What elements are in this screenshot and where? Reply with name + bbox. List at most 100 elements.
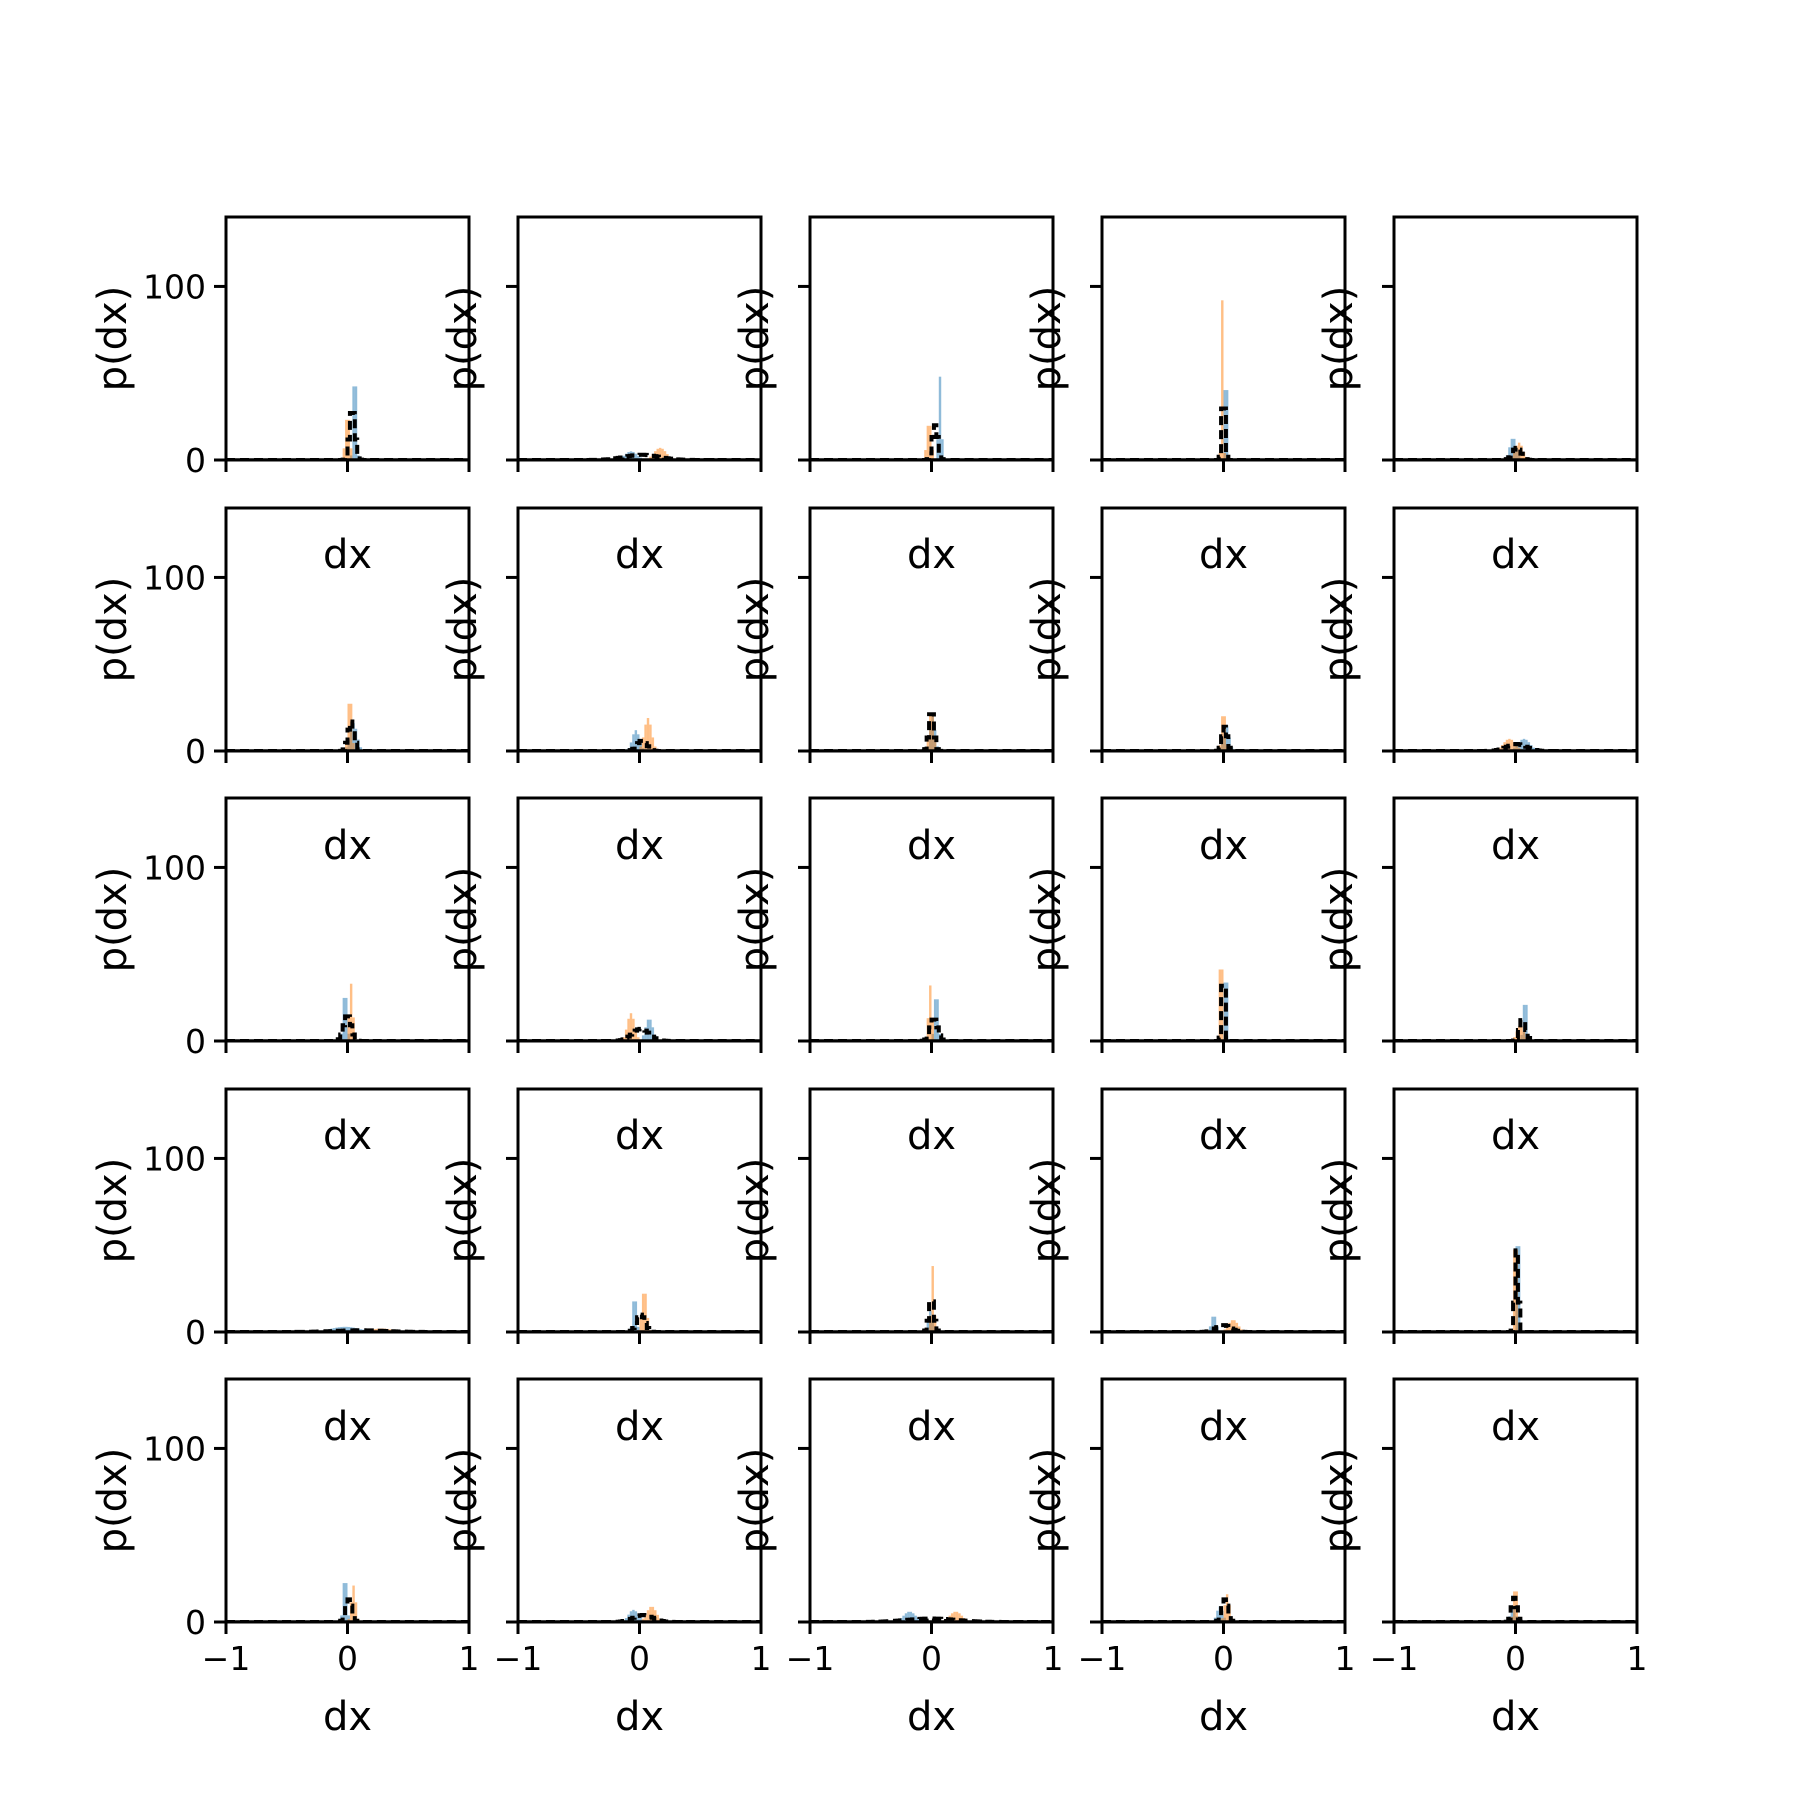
orange-histogram-bar-2 — [929, 985, 932, 1041]
panel-2-3: dx p(dx) — [732, 506, 1055, 869]
black-dashed-histogram — [518, 1613, 761, 1622]
plot-area — [810, 985, 1053, 1041]
x-axis-label: dx — [1199, 532, 1248, 578]
orange-histogram-bar-3 — [644, 1293, 647, 1332]
orange-histogram-bar-3 — [931, 1018, 934, 1041]
panel-1-3: dx p(dx) — [732, 215, 1055, 578]
blue-histogram-bar-1 — [624, 1618, 628, 1622]
orange-histogram-bar-3 — [1228, 1605, 1231, 1622]
orange-histogram-bar-4 — [1230, 1320, 1234, 1332]
black-dashed-histogram — [1394, 742, 1637, 751]
plot-area — [226, 1583, 469, 1622]
black-dashed-histogram — [1102, 724, 1345, 751]
x-axis-label: dx — [1199, 1113, 1248, 1159]
panel-2-2: dx p(dx) — [440, 506, 763, 869]
black-dashed-histogram — [518, 738, 761, 751]
y-tick-label: 0 — [185, 1603, 206, 1642]
orange-histogram-bar-6 — [634, 1029, 638, 1041]
orange-histogram-bar-5 — [658, 447, 662, 460]
x-axis-label: dx — [323, 1694, 372, 1740]
y-axis-label: p(dx) — [440, 286, 486, 392]
x-axis-label: dx — [323, 1113, 372, 1159]
y-axis-label: p(dx) — [732, 1158, 778, 1264]
orange-histogram-bar-1 — [639, 1317, 642, 1332]
y-axis-label: p(dx) — [1024, 1158, 1070, 1264]
black-dashed-histogram — [1102, 406, 1345, 460]
blue-histogram-bar-8 — [914, 1615, 917, 1622]
blue-histogram-bar-2 — [1508, 447, 1511, 460]
orange-histogram-bar-2 — [644, 1614, 647, 1622]
x-axis-label: dx — [323, 1404, 372, 1450]
orange-histogram-bar-3 — [644, 724, 647, 751]
x-axis-label: dx — [1199, 1404, 1248, 1450]
plot-area — [1394, 438, 1637, 460]
y-axis-label: p(dx) — [90, 577, 136, 683]
plot-area — [810, 376, 1053, 460]
blue-histogram-bar-0 — [1223, 390, 1226, 460]
panel-3-3: dx p(dx) — [732, 796, 1055, 1159]
x-tick-label: 0 — [337, 1639, 358, 1678]
y-tick-label: 100 — [143, 848, 206, 887]
blue-histogram-bar-1 — [1208, 1326, 1212, 1332]
orange-histogram-bar-1 — [347, 1017, 350, 1041]
x-tick-label: 0 — [921, 1639, 942, 1678]
x-axis-label: dx — [323, 532, 372, 578]
x-tick-label: −1 — [494, 1639, 543, 1678]
panel-1-5: dx p(dx) — [1316, 215, 1639, 578]
x-tick-label: 1 — [751, 1639, 772, 1678]
orange-histogram-bar-4 — [629, 1013, 633, 1041]
y-axis-label: p(dx) — [440, 1448, 486, 1554]
x-axis-label: dx — [907, 1404, 956, 1450]
y-axis-label: p(dx) — [1316, 1448, 1362, 1554]
x-axis-label: dx — [615, 823, 664, 869]
blue-histogram-bar-1 — [1225, 390, 1229, 460]
orange-histogram-bar-3 — [646, 1610, 650, 1622]
black-dashed-histogram — [1394, 1595, 1637, 1622]
orange-histogram-bar-1 — [1221, 300, 1224, 460]
orange-histogram-bar-7 — [637, 1037, 640, 1041]
x-axis-label: dx — [323, 823, 372, 869]
orange-histogram-bar-6 — [1235, 1322, 1239, 1332]
blue-histogram-bar-7 — [332, 1328, 336, 1332]
axes-frame — [1392, 215, 1639, 462]
orange-histogram-bar-2 — [933, 1315, 937, 1332]
y-axis-label: p(dx) — [440, 867, 486, 973]
plot-area — [1394, 738, 1637, 751]
panel-4-2: dx p(dx) — [440, 1087, 763, 1450]
y-tick-label: 100 — [143, 1139, 206, 1178]
x-axis-label: dx — [907, 1694, 956, 1740]
orange-histogram-bar-5 — [649, 724, 652, 751]
orange-histogram-bar-4 — [649, 1606, 652, 1622]
y-axis-label: p(dx) — [732, 1448, 778, 1554]
orange-histogram-bar-0 — [929, 1315, 932, 1332]
plot-area — [226, 983, 469, 1041]
blue-histogram-bar-12 — [345, 1326, 348, 1332]
y-tick-label: 100 — [143, 267, 206, 306]
y-tick-label: 0 — [185, 1022, 206, 1061]
orange-histogram-bar-7 — [656, 1614, 659, 1622]
blue-histogram-bar-1 — [938, 376, 942, 460]
blue-histogram-bar-2 — [1510, 1606, 1514, 1622]
blue-histogram-bar-2 — [1216, 1610, 1219, 1622]
orange-histogram-bar-6 — [1510, 739, 1514, 751]
x-axis-label: dx — [907, 823, 956, 869]
plot-area — [518, 1293, 761, 1332]
y-axis-label: p(dx) — [90, 1448, 136, 1554]
blue-histogram-bar-7 — [634, 453, 638, 460]
black-dashed-histogram — [1394, 445, 1637, 460]
blue-histogram-bar-6 — [637, 1614, 640, 1622]
orange-histogram-bar-3 — [354, 1602, 358, 1622]
x-axis-label: dx — [1491, 823, 1540, 869]
blue-histogram-bar-1 — [629, 742, 633, 751]
blue-histogram-bar-7 — [359, 747, 363, 751]
orange-histogram-bar-2 — [1223, 452, 1226, 460]
x-tick-label: 1 — [1043, 1639, 1064, 1678]
orange-histogram-bar-1 — [639, 746, 642, 751]
orange-histogram-bar-2 — [1513, 452, 1516, 460]
plot-area — [1394, 1246, 1637, 1332]
black-dashed-histogram — [226, 1014, 469, 1041]
y-axis-label: p(dx) — [1316, 286, 1362, 392]
panel-1-4: dx p(dx) — [1024, 215, 1347, 578]
plot-area — [1394, 1004, 1637, 1041]
